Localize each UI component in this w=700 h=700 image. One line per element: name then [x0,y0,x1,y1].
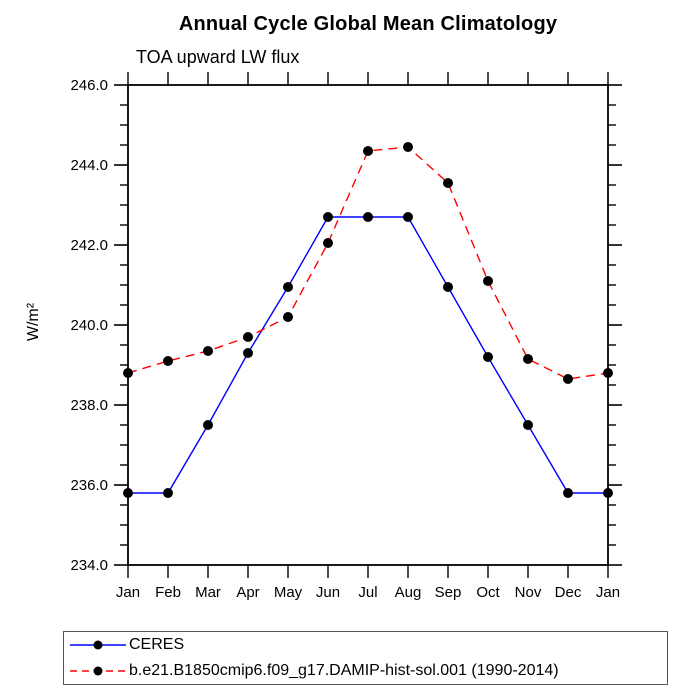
data-point-marker [203,420,213,430]
data-point-marker [603,368,613,378]
data-point-marker [443,282,453,292]
legend-label-ceres: CERES [129,636,185,653]
x-tick-label: Jul [358,584,377,601]
x-tick-label: May [274,584,303,601]
y-tick-label: 238.0 [70,397,108,414]
data-point-marker [243,332,253,342]
y-tick-label: 240.0 [70,317,108,334]
data-point-marker [323,238,333,248]
legend-sample-marker-icon [93,640,103,650]
data-point-marker [283,312,293,322]
legend-sample-marker-icon [93,666,103,676]
legend-entry-ceres: CERES [64,632,667,658]
data-point-marker [123,488,133,498]
data-point-marker [363,146,373,156]
data-point-marker [523,420,533,430]
x-tick-label: Jun [316,584,340,601]
x-tick-label: Aug [395,584,422,601]
x-tick-label: Feb [155,584,181,601]
plot-frame [127,84,609,566]
data-point-marker [403,142,413,152]
data-point-marker [443,178,453,188]
data-point-marker [483,276,493,286]
x-tick-label: Sep [435,584,462,601]
series-line-model [127,146,609,380]
data-point-marker [243,348,253,358]
data-point-marker [163,488,173,498]
x-tick-label: Nov [515,584,542,601]
data-point-marker [523,354,533,364]
legend-label-model: b.e21.B1850cmip6.f09_g17.DAMIP-hist-sol.… [129,662,559,679]
legend-box: CERES b.e21.B1850cmip6.f09_g17.DAMIP-his… [63,631,668,685]
data-point-marker [563,488,573,498]
x-tick-label: Mar [195,584,221,601]
y-tick-label: 234.0 [70,557,108,574]
data-point-marker [483,352,493,362]
y-tick-label: 242.0 [70,237,108,254]
x-tick-label: Jan [116,584,140,601]
chart-subtitle: TOA upward LW flux [136,47,300,67]
data-point-marker [283,282,293,292]
data-point-marker [563,374,573,384]
x-tick-label: Oct [476,584,500,601]
legend-line-dashed-icon [70,666,126,676]
y-tick-label: 236.0 [70,477,108,494]
data-point-marker [603,488,613,498]
y-tick-label: 244.0 [70,157,108,174]
series-line-ceres [128,216,608,494]
legend-entry-model: b.e21.B1850cmip6.f09_g17.DAMIP-hist-sol.… [64,658,667,684]
data-point-marker [203,346,213,356]
legend-line-solid-icon [70,640,126,650]
x-tick-label: Dec [555,584,582,601]
chart-title: Annual Cycle Global Mean Climatology [178,13,558,35]
data-point-marker [323,212,333,222]
x-tick-label: Jan [596,584,620,601]
x-tick-label: Apr [236,584,259,601]
data-point-marker [363,212,373,222]
y-tick-label: 246.0 [70,77,108,94]
data-point-marker [163,356,173,366]
data-point-marker [403,212,413,222]
data-point-marker [123,368,133,378]
